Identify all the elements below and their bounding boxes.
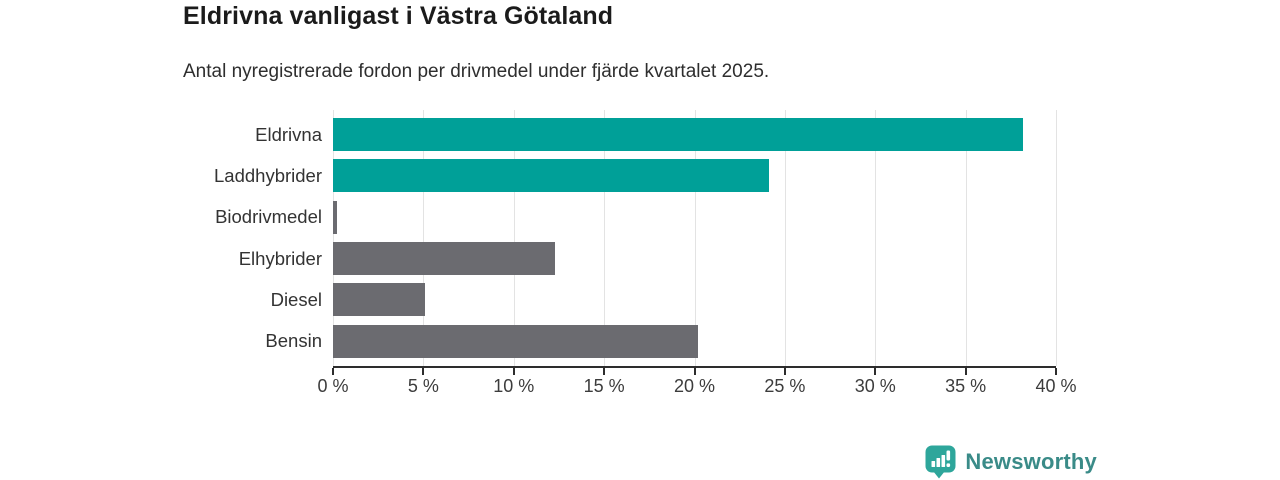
gridline (604, 110, 606, 366)
axis-tick (693, 368, 696, 375)
gridline (965, 110, 967, 366)
axis-tick-label: 35 % (945, 376, 987, 396)
category-label: Biodrivmedel (215, 206, 322, 228)
newsworthy-logo[interactable]: Newsworthy (925, 445, 1097, 479)
bar-row: Diesel (150, 279, 1056, 320)
gridline (875, 110, 877, 366)
axis-tick (422, 368, 425, 375)
axis-tick (512, 368, 515, 375)
axis-tick-label: 25 % (764, 376, 806, 396)
bar-row: Elhybrider (150, 238, 1056, 279)
gridline (784, 110, 786, 366)
axis-tick-label: 15 % (583, 376, 625, 396)
plot-area (333, 110, 1057, 366)
bar-row: Bensin (150, 321, 1056, 362)
axis-tick (874, 368, 877, 375)
gridline (513, 110, 515, 366)
bar-rows: Eldrivna Laddhybrider Biodrivmedel Elhybrid… (150, 114, 1056, 362)
bar (333, 324, 699, 358)
axis-tick-label: 0 % (317, 376, 349, 396)
axis-tick-label: 20 % (673, 376, 716, 396)
newsworthy-wordmark: Newsworthy (965, 449, 1097, 474)
x-axis: 0 % 5 % 10 % 15 % 20 % 25 % 30 % 35 % 40 % (317, 366, 1077, 396)
bar (333, 242, 556, 276)
category-label: Elhybrider (238, 247, 322, 269)
chart-title: Eldrivna vanligast i Västra Götaland (183, 2, 614, 30)
bar-row: Eldrivna (150, 114, 1056, 155)
chart-subtitle: Antal nyregistrerade fordon per drivmede… (183, 61, 770, 82)
axis-tick (1055, 368, 1057, 375)
gridline (694, 110, 696, 366)
category-label: Diesel (270, 288, 322, 310)
axis-tick-label: 40 % (1035, 376, 1077, 396)
axis-tick (603, 368, 606, 375)
axis-tick (783, 368, 786, 375)
newsworthy-icon (925, 445, 956, 479)
category-label: Eldrivna (255, 123, 322, 145)
axis-tick-label: 5 % (407, 376, 439, 396)
gridline (333, 110, 334, 366)
bar (333, 159, 769, 193)
bar-row: Biodrivmedel (150, 197, 1056, 238)
axis-tick (964, 368, 967, 375)
bar (333, 283, 426, 317)
category-label: Bensin (265, 330, 322, 352)
bar (333, 118, 1024, 152)
axis-tick-label: 10 % (493, 376, 535, 396)
bar-row: Laddhybrider (150, 155, 1056, 196)
gridline (423, 110, 425, 366)
gridline (1056, 110, 1057, 366)
bar (333, 200, 337, 234)
axis-tick (332, 368, 334, 375)
axis-tick-label: 30 % (854, 376, 896, 396)
category-label: Laddhybrider (214, 164, 322, 186)
